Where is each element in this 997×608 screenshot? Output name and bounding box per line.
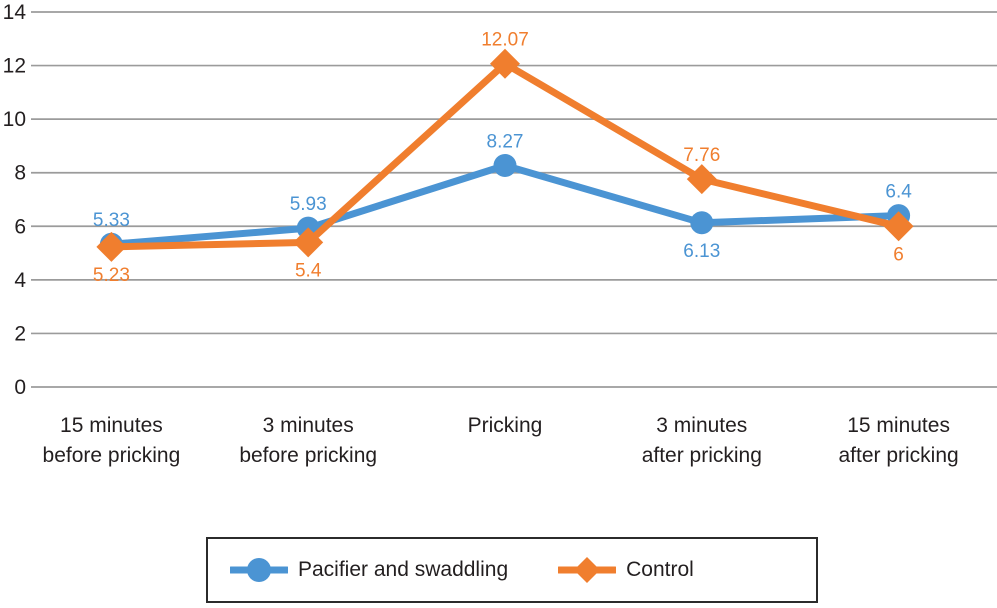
legend-item-control: Control xyxy=(558,555,694,585)
data-label: 5.33 xyxy=(93,210,130,231)
data-point-circle-marker xyxy=(493,153,517,177)
y-tick-label: 14 xyxy=(3,1,27,24)
data-point-circle-marker xyxy=(690,211,714,235)
y-tick-label: 10 xyxy=(3,108,26,131)
y-tick-label: 4 xyxy=(14,269,26,292)
data-label: 5.23 xyxy=(93,265,130,286)
x-tick-label: 15 minutes before pricking xyxy=(43,414,181,467)
y-tick-label: 2 xyxy=(14,322,26,345)
y-tick-label: 6 xyxy=(14,215,26,238)
legend-circle-marker-icon xyxy=(247,558,271,582)
data-point-diamond-marker xyxy=(490,48,520,79)
y-tick-label: 0 xyxy=(14,376,26,399)
data-label: 6.13 xyxy=(683,241,720,262)
y-tick-label: 12 xyxy=(3,55,26,78)
legend-label-pacifier-and-swaddling: Pacifier and swaddling xyxy=(298,558,509,581)
data-label: 7.76 xyxy=(683,145,720,166)
data-label: 6 xyxy=(893,244,904,265)
legend-item-pacifier-and-swaddling: Pacifier and swaddling xyxy=(230,555,508,585)
legend-swatch-diamond-icon xyxy=(558,557,617,583)
data-point-diamond-marker xyxy=(293,227,324,258)
data-label: 12.07 xyxy=(481,30,529,51)
legend-label-control: Control xyxy=(626,558,694,581)
data-point-diamond-marker xyxy=(686,164,717,195)
legend: Pacifier and swaddling Control xyxy=(206,537,818,603)
x-tick-label: 3 minutes after pricking xyxy=(642,414,762,467)
x-tick-label: 3 minutes before pricking xyxy=(239,414,377,467)
data-point-diamond-marker xyxy=(883,211,914,242)
legend-swatch-circle-icon xyxy=(230,558,288,582)
x-tick-label: Pricking xyxy=(468,414,543,437)
data-label: 8.27 xyxy=(487,131,524,152)
legend-diamond-marker-icon xyxy=(574,557,601,583)
series-line-0 xyxy=(107,161,903,248)
data-label: 5.93 xyxy=(290,194,327,215)
data-point-diamond-marker xyxy=(96,231,127,262)
chart-canvas: 0 2 4 6 8 10 12 14 15 minutes before pricking 3 mi… xyxy=(3,1,997,467)
data-label: 5.4 xyxy=(295,260,322,281)
data-label: 6.4 xyxy=(885,182,912,203)
y-tick-label: 8 xyxy=(14,162,26,185)
x-tick-label: 15 minutes after pricking xyxy=(838,414,958,467)
